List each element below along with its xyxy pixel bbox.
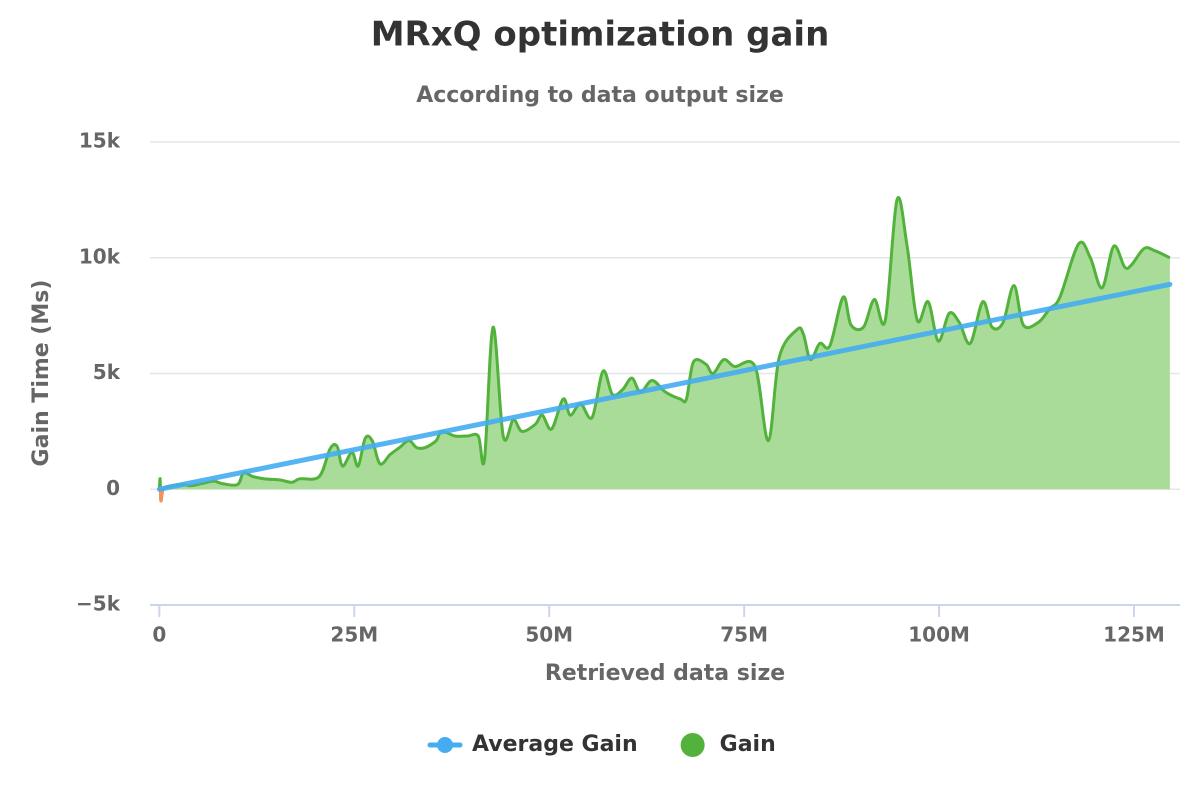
y-tick-label: 15k: [79, 129, 121, 153]
x-tick-label: 0: [152, 623, 166, 647]
legend-marker: [680, 733, 705, 757]
chart-subtitle: According to data output size: [416, 83, 784, 108]
y-tick-label: 10k: [79, 244, 121, 268]
legend-item[interactable]: Gain: [680, 732, 776, 757]
legend-label: Gain: [720, 732, 776, 757]
y-axis-title: Gain Time (Ms): [29, 280, 54, 467]
chart-title: MRxQ optimization gain: [371, 15, 830, 55]
x-axis-title: Retrieved data size: [545, 661, 785, 686]
x-tick-label: 25M: [330, 623, 378, 647]
y-tick-label: 0: [106, 476, 120, 500]
legend-label: Average Gain: [472, 732, 638, 757]
y-tick-label: −5k: [76, 592, 121, 616]
legend-marker: [437, 737, 453, 753]
y-tick-label: 5k: [93, 360, 121, 384]
x-tick-label: 125M: [1103, 623, 1165, 647]
gain-line: [157, 196, 1171, 503]
x-tick-label: 100M: [908, 623, 970, 647]
average-line: [156, 281, 1173, 492]
x-tick-label: 75M: [720, 623, 768, 647]
legend-item[interactable]: Average Gain: [427, 732, 638, 757]
gain-area: [159, 197, 1170, 502]
x-tick-label: 50M: [525, 623, 573, 647]
